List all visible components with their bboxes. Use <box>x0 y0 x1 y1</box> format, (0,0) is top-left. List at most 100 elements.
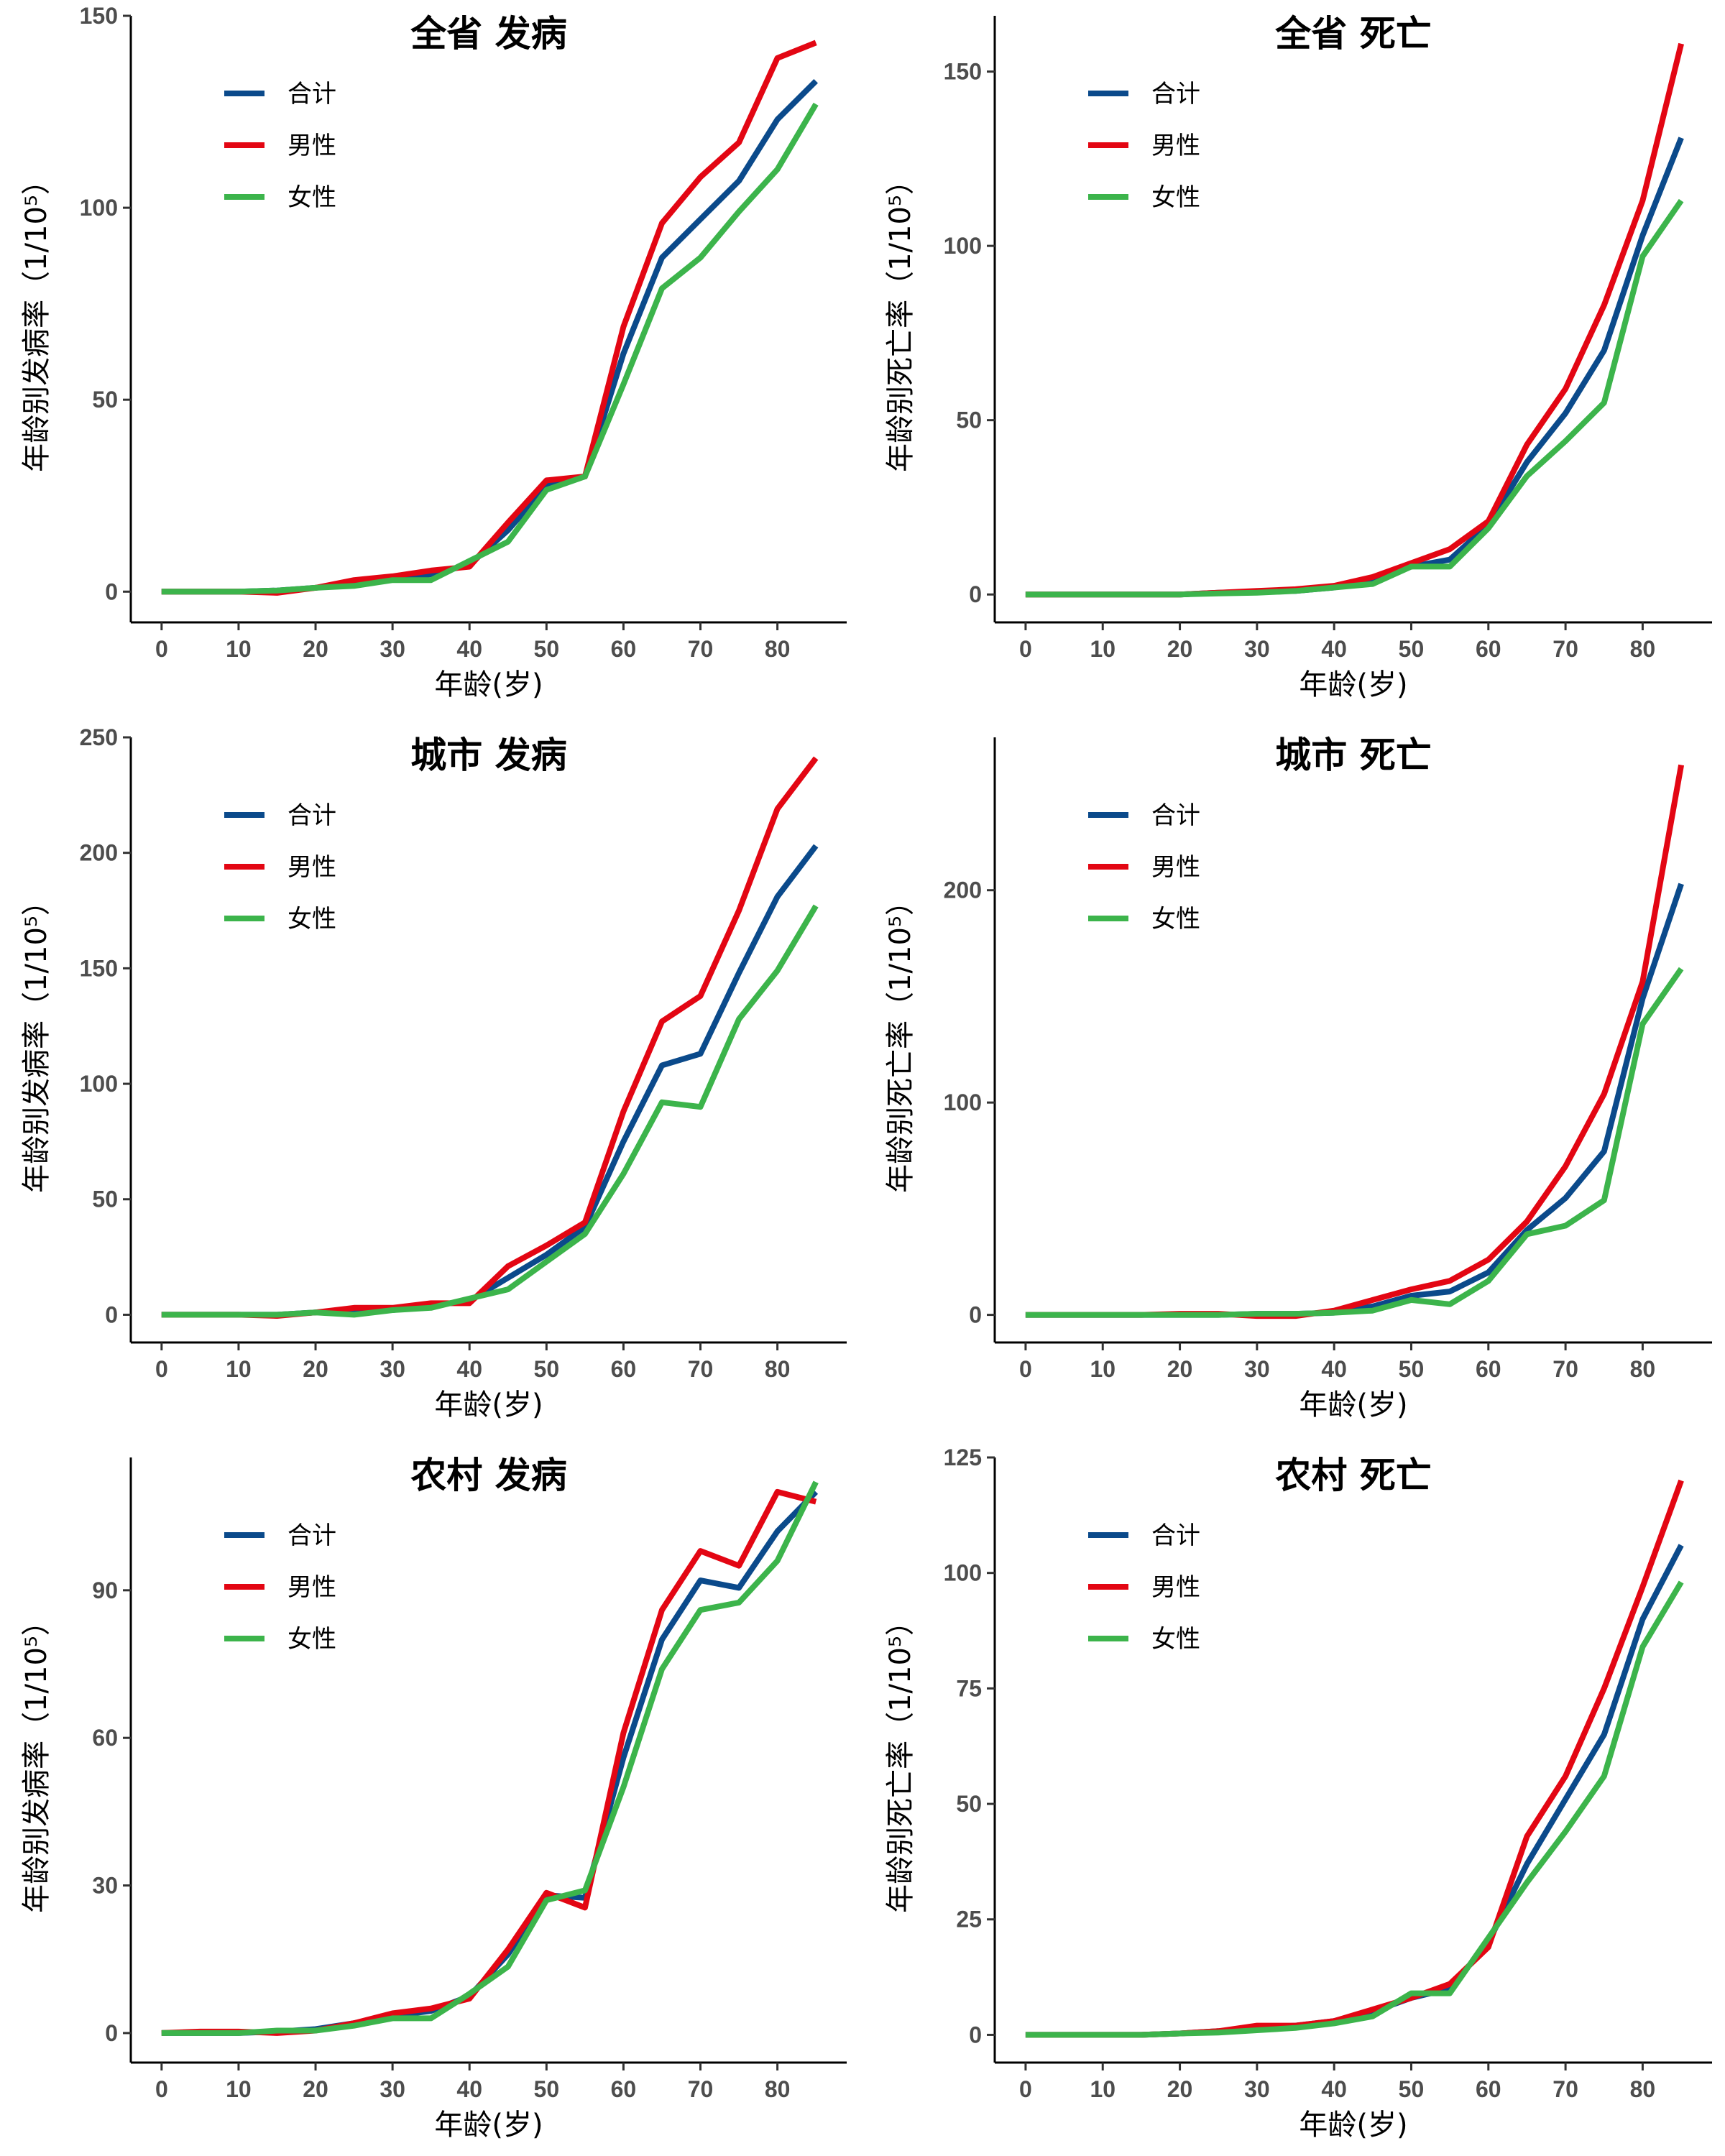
x-axis-title: 年龄(岁) <box>1299 668 1407 701</box>
panel-title: 全省 发病 <box>410 12 566 55</box>
series-line-female <box>161 102 819 595</box>
x-tick-label: 40 <box>456 2076 482 2102</box>
series-line-total <box>1025 883 1684 1318</box>
x-tick-label: 40 <box>1321 2076 1347 2102</box>
y-tick-label: 60 <box>92 1725 118 1751</box>
legend-label-female: 女性 <box>1151 183 1200 212</box>
series-line-male <box>1025 42 1684 598</box>
legend-label-male: 男性 <box>1151 1573 1200 1602</box>
y-tick-label: 0 <box>969 1302 982 1328</box>
x-tick-label: 40 <box>1321 636 1347 662</box>
x-tick-label: 70 <box>1552 2076 1578 2102</box>
x-tick-label: 40 <box>456 1356 482 1382</box>
y-axis-title: 年龄别死亡率（1/10⁵） <box>884 1607 917 1913</box>
y-tick-label: 200 <box>944 877 982 903</box>
series-line-female <box>1025 198 1684 598</box>
x-tick-label: 60 <box>611 1356 637 1382</box>
panel-title: 城市 发病 <box>410 734 566 776</box>
panel-title: 城市 死亡 <box>1275 734 1431 776</box>
x-tick-label: 20 <box>1167 2076 1193 2102</box>
y-tick-label: 0 <box>969 2022 982 2047</box>
y-tick-label: 90 <box>92 1577 118 1603</box>
y-tick-label: 75 <box>956 1675 982 1701</box>
panel-title: 农村 死亡 <box>1275 1454 1431 1496</box>
x-tick-label: 70 <box>688 1356 714 1382</box>
x-tick-label: 50 <box>534 1356 560 1382</box>
x-tick-label: 60 <box>1476 2076 1501 2102</box>
x-tick-label: 20 <box>303 1356 328 1382</box>
x-tick-label: 10 <box>226 636 252 662</box>
legend-label-male: 男性 <box>1151 853 1200 882</box>
series-line-male <box>161 756 819 1319</box>
y-tick-label: 0 <box>969 581 982 607</box>
legend-label-total: 合计 <box>1151 801 1200 830</box>
y-tick-label: 125 <box>944 1445 982 1470</box>
y-axis-title: 年龄别死亡率（1/10⁵） <box>884 887 917 1193</box>
x-tick-label: 30 <box>380 636 405 662</box>
x-axis-title: 年龄(岁) <box>434 2109 543 2142</box>
y-tick-label: 200 <box>80 840 118 866</box>
y-axis-title: 年龄别发病率（1/10⁵） <box>20 1607 53 1913</box>
y-tick-label: 100 <box>944 1089 982 1115</box>
x-tick-label: 10 <box>1090 1356 1116 1382</box>
x-tick-label: 30 <box>1244 636 1270 662</box>
legend-label-male: 男性 <box>288 1573 336 1602</box>
legend-label-male: 男性 <box>288 132 336 160</box>
x-tick-label: 70 <box>688 2076 714 2102</box>
series-line-female <box>1025 1580 1684 2038</box>
x-tick-label: 20 <box>303 636 328 662</box>
x-tick-label: 70 <box>688 636 714 662</box>
y-tick-label: 50 <box>956 407 982 433</box>
x-tick-label: 80 <box>765 636 791 662</box>
y-tick-label: 0 <box>105 579 118 604</box>
legend-label-female: 女性 <box>288 905 336 934</box>
x-tick-label: 70 <box>1552 636 1578 662</box>
y-axis-title: 年龄别死亡率（1/10⁵） <box>884 166 917 472</box>
y-tick-label: 100 <box>80 195 118 221</box>
series-line-female <box>1025 967 1684 1318</box>
panel-title: 农村 发病 <box>410 1454 566 1496</box>
series-line-male <box>1025 764 1685 1319</box>
panel-title: 全省 死亡 <box>1274 12 1431 55</box>
legend-label-male: 男性 <box>288 853 336 882</box>
x-tick-label: 20 <box>1167 636 1193 662</box>
series-line-total <box>1025 137 1684 598</box>
y-tick-label: 150 <box>944 59 982 85</box>
legend-label-total: 合计 <box>1151 1521 1200 1550</box>
y-tick-label: 150 <box>80 3 118 29</box>
x-tick-label: 0 <box>155 2076 168 2102</box>
x-tick-label: 60 <box>611 636 637 662</box>
x-tick-label: 80 <box>765 2076 791 2102</box>
y-tick-label: 100 <box>80 1071 118 1097</box>
series-line-male <box>1025 1479 1684 2038</box>
x-tick-label: 50 <box>534 2076 560 2102</box>
series-line-total <box>1025 1544 1684 2038</box>
y-tick-label: 100 <box>944 1560 982 1586</box>
x-tick-label: 50 <box>1399 636 1425 662</box>
legend-label-total: 合计 <box>288 80 336 109</box>
y-axis-title: 年龄别发病率（1/10⁵） <box>20 166 53 472</box>
y-axis-title: 年龄别发病率（1/10⁵） <box>20 887 53 1193</box>
x-tick-label: 30 <box>380 1356 405 1382</box>
x-axis-title: 年龄(岁) <box>434 668 543 701</box>
y-tick-label: 250 <box>80 724 118 750</box>
y-tick-label: 100 <box>944 233 982 259</box>
legend-label-male: 男性 <box>1151 132 1200 160</box>
x-axis-title: 年龄(岁) <box>434 1388 543 1422</box>
x-tick-label: 10 <box>1090 636 1116 662</box>
legend-label-female: 女性 <box>1151 1625 1200 1654</box>
x-axis-title: 年龄(岁) <box>1299 2109 1407 2142</box>
x-tick-label: 60 <box>611 2076 637 2102</box>
series-line-total <box>161 1490 819 2036</box>
legend-label-female: 女性 <box>288 183 336 212</box>
x-tick-label: 60 <box>1476 1356 1501 1382</box>
x-tick-label: 10 <box>226 1356 252 1382</box>
y-tick-label: 150 <box>80 955 118 981</box>
x-tick-label: 0 <box>155 636 168 662</box>
y-tick-label: 0 <box>105 2020 118 2046</box>
